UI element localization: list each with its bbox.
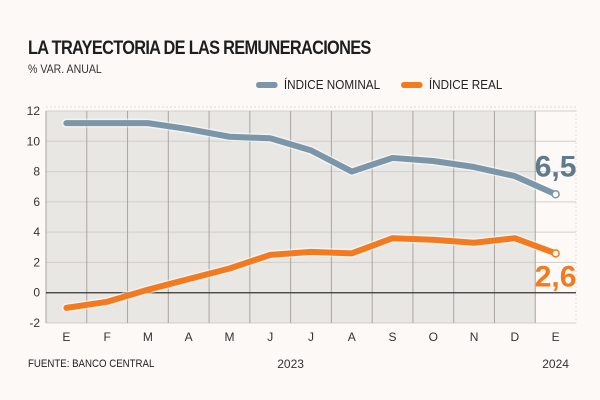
x-tick-label: O bbox=[429, 330, 438, 344]
end-point-nominal bbox=[551, 190, 560, 199]
year-label: 2024 bbox=[542, 357, 569, 371]
y-tick-label: 12 bbox=[27, 104, 41, 118]
y-tick-label: -2 bbox=[29, 316, 40, 330]
end-point-real bbox=[551, 249, 560, 258]
legend-swatch-nominal bbox=[256, 81, 278, 88]
x-tick-label: S bbox=[389, 330, 397, 344]
y-tick-label: 0 bbox=[33, 286, 40, 300]
x-tick-label: J bbox=[308, 330, 314, 344]
end-label-nominal: 6,5 bbox=[535, 150, 577, 183]
x-tick-label: A bbox=[348, 330, 356, 344]
series-line-nominal bbox=[63, 120, 559, 198]
x-tick-label: N bbox=[470, 330, 479, 344]
x-tick-label: F bbox=[103, 330, 110, 344]
legend-item-real: ÍNDICE REAL bbox=[401, 77, 502, 92]
end-label-real: 2,6 bbox=[535, 260, 577, 293]
x-tick-label: E bbox=[62, 330, 70, 344]
x-tick-label: J bbox=[267, 330, 273, 344]
y-tick-label: 8 bbox=[33, 165, 40, 179]
y-tick-label: 6 bbox=[33, 195, 40, 209]
legend-item-nominal: ÍNDICE NOMINAL bbox=[256, 77, 380, 92]
y-tick-label: 10 bbox=[27, 134, 41, 148]
series-line-real bbox=[63, 235, 559, 311]
x-tick-label: M bbox=[143, 330, 153, 344]
chart-subtitle: % VAR. ANUAL bbox=[28, 62, 102, 76]
legend-label-real: ÍNDICE REAL bbox=[428, 77, 503, 92]
year-label: 2023 bbox=[277, 357, 304, 371]
x-tick-label: M bbox=[224, 330, 234, 344]
x-tick-label: D bbox=[511, 330, 520, 344]
x-tick-label: E bbox=[552, 330, 560, 344]
x-tick-label: A bbox=[185, 330, 193, 344]
y-tick-label: 2 bbox=[33, 255, 40, 269]
source-note: FUENTE: BANCO CENTRAL bbox=[28, 358, 155, 370]
chart-title: LA TRAYECTORIA DE LAS REMUNERACIONES bbox=[28, 38, 371, 59]
legend-label-nominal: ÍNDICE NOMINAL bbox=[283, 77, 381, 92]
legend-swatch-real bbox=[401, 81, 423, 88]
y-tick-label: 4 bbox=[33, 225, 40, 239]
